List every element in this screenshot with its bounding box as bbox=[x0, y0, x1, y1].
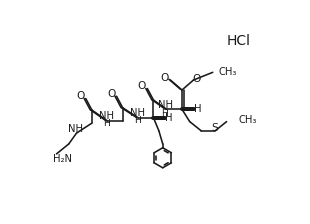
Text: NH: NH bbox=[68, 123, 83, 134]
Text: O: O bbox=[161, 73, 169, 83]
Text: H: H bbox=[103, 119, 110, 128]
Text: H: H bbox=[162, 109, 168, 118]
Text: H₂N: H₂N bbox=[53, 154, 72, 164]
Text: NH: NH bbox=[99, 111, 114, 121]
Text: CH₃: CH₃ bbox=[238, 115, 257, 125]
Text: O: O bbox=[76, 91, 85, 101]
Text: CH₃: CH₃ bbox=[218, 67, 237, 77]
Text: HCl: HCl bbox=[226, 34, 250, 48]
Text: H: H bbox=[134, 116, 141, 125]
Text: O: O bbox=[193, 74, 201, 84]
Text: H: H bbox=[165, 113, 173, 123]
Text: O: O bbox=[138, 81, 146, 91]
Text: O: O bbox=[107, 89, 115, 99]
Text: NH: NH bbox=[157, 100, 173, 110]
Text: H: H bbox=[194, 103, 201, 114]
Text: S: S bbox=[212, 123, 219, 133]
Text: NH: NH bbox=[130, 108, 145, 118]
